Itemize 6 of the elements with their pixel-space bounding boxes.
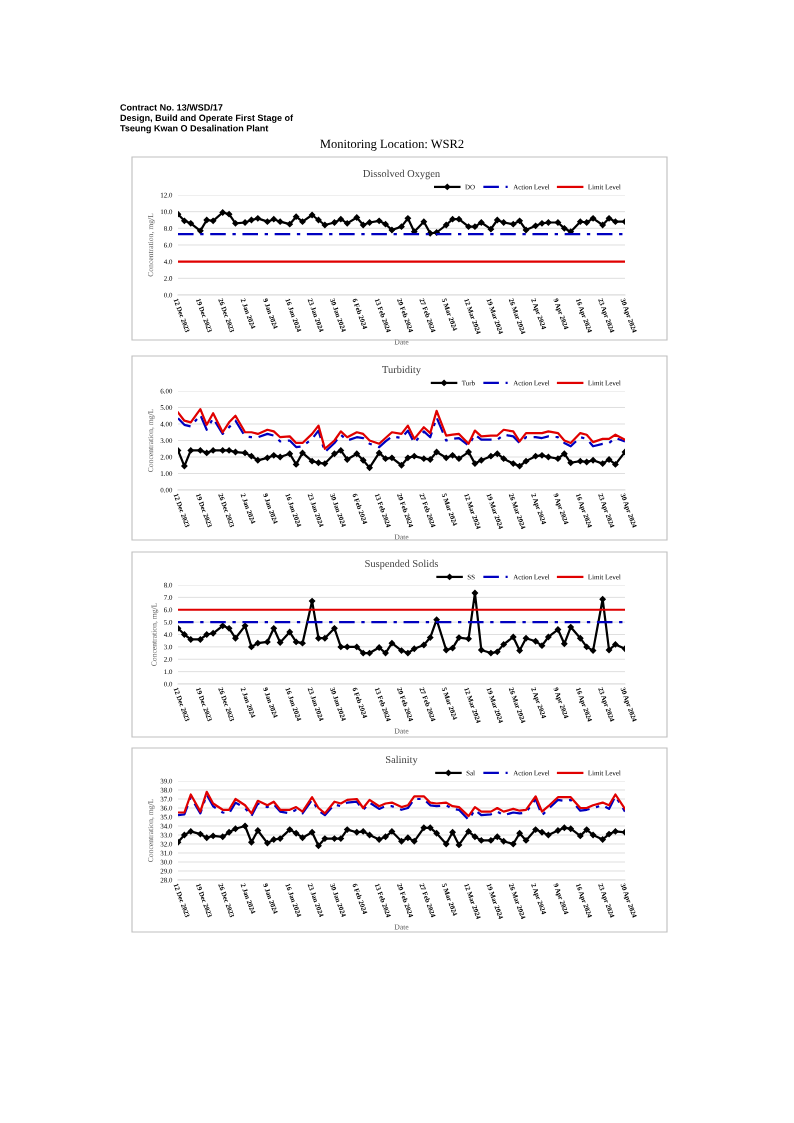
chart-title: Dissolved Oxygen [363,169,440,180]
chart-title: Salinity [385,755,418,766]
chart-title: Turbidity [382,365,421,376]
chart-title: Suspended Solids [365,559,439,570]
text: Contract No. 13/WSD/17 Design, Build and Operate First Stage of Tseung Kwan O Desalination Plant [120,104,294,134]
text: Monitoring Location: WSR2 [320,139,464,151]
